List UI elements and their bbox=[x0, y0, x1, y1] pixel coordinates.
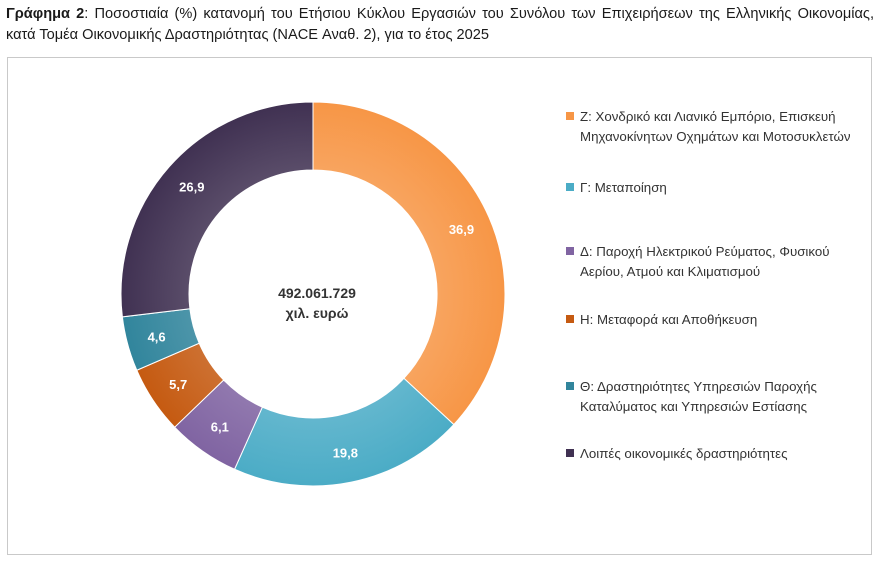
legend-label-2: Γ: Μεταποίηση bbox=[580, 180, 667, 195]
legend-label-5: Θ: Δραστηριότητες Υπηρεσιών Παροχής Κατα… bbox=[580, 379, 817, 414]
legend-label-4: Η: Μεταφορά και Αποθήκευση bbox=[580, 312, 758, 327]
data-label-5: 4,6 bbox=[148, 329, 166, 344]
data-label-4: 5,7 bbox=[169, 377, 187, 392]
legend-swatch-4 bbox=[566, 315, 574, 323]
legend-item-5: Θ: Δραστηριότητες Υπηρεσιών Παροχής Κατα… bbox=[566, 377, 870, 417]
data-label-6: 26,9 bbox=[179, 179, 204, 194]
legend-label-6: Λοιπές οικονομικές δραστηριότητες bbox=[580, 446, 788, 461]
legend-swatch-1 bbox=[566, 112, 574, 120]
total-unit: χιλ. ευρώ bbox=[285, 305, 349, 321]
legend-item-4: Η: Μεταφορά και Αποθήκευση bbox=[566, 310, 870, 330]
legend-item-1: Ζ: Χονδρικό και Λιανικό Εμπόριο, Επισκευ… bbox=[566, 107, 870, 147]
donut-slice-6 bbox=[120, 101, 314, 318]
donut-slice-2 bbox=[233, 377, 455, 487]
data-label-2: 19,8 bbox=[333, 446, 358, 461]
legend-swatch-2 bbox=[566, 183, 574, 191]
donut-center-label: 492.061.729 χιλ. ευρώ bbox=[232, 283, 402, 323]
legend-label-1: Ζ: Χονδρικό και Λιανικό Εμπόριο, Επισκευ… bbox=[580, 109, 851, 144]
chart-caption: Γράφημα 2: Ποσοστιαία (%) κατανομή του Ε… bbox=[6, 4, 874, 46]
caption-prefix: Γράφημα 2 bbox=[6, 6, 85, 22]
legend-item-2: Γ: Μεταποίηση bbox=[566, 178, 870, 198]
legend-swatch-6 bbox=[566, 449, 574, 457]
data-label-1: 36,9 bbox=[449, 222, 474, 237]
legend-label-3: Δ: Παροχή Ηλεκτρικού Ρεύματος, Φυσικού Α… bbox=[580, 244, 830, 279]
donut-slice-1 bbox=[312, 101, 506, 426]
total-value: 492.061.729 bbox=[278, 285, 356, 301]
legend-item-3: Δ: Παροχή Ηλεκτρικού Ρεύματος, Φυσικού Α… bbox=[566, 242, 870, 282]
caption-text: : Ποσοστιαία (%) κατανομή του Ετήσιου Κύ… bbox=[6, 6, 874, 43]
legend-item-6: Λοιπές οικονομικές δραστηριότητες bbox=[566, 444, 870, 464]
legend-swatch-5 bbox=[566, 382, 574, 390]
legend-swatch-3 bbox=[566, 247, 574, 255]
data-label-3: 6,1 bbox=[211, 420, 229, 435]
